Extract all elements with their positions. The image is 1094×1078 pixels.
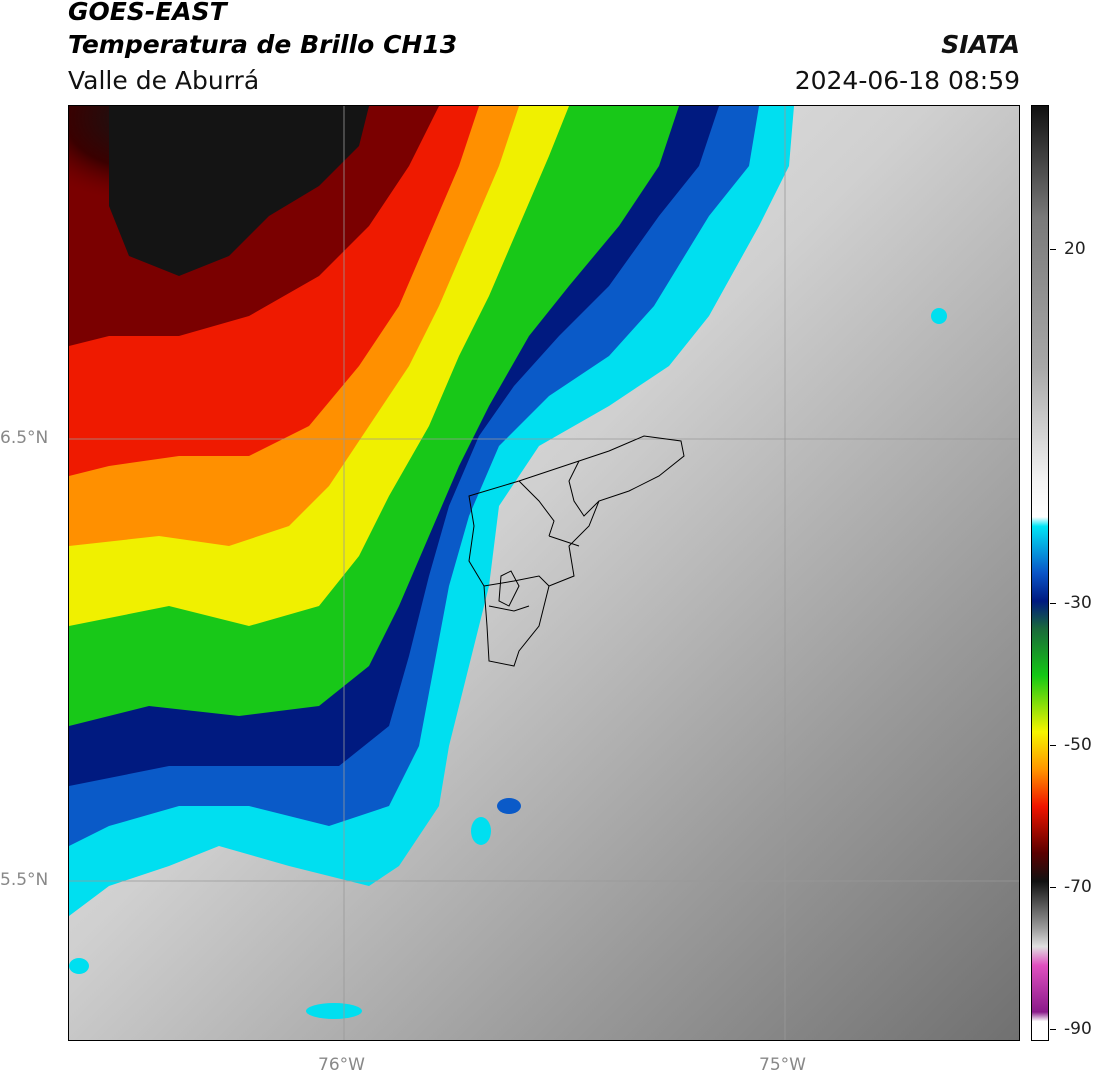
cold-cell <box>306 1003 362 1019</box>
municipal-boundaries <box>468 435 685 667</box>
cb-label-minus70: -70 <box>1064 877 1092 897</box>
cb-label-minus90: -90 <box>1064 1019 1092 1039</box>
cb-tick-minus90 <box>1050 1029 1056 1030</box>
region-subtitle: Valle de Aburrá <box>68 66 260 95</box>
cold-cell <box>471 817 491 845</box>
cb-tick-20 <box>1050 249 1056 250</box>
timestamp-label: 2024-06-18 08:59 <box>794 66 1020 95</box>
brand-label: SIATA <box>941 30 1020 59</box>
cold-cell <box>931 308 947 324</box>
cloud-black-core <box>109 106 369 276</box>
colorbar <box>1031 105 1049 1041</box>
product-title: Temperatura de Brillo CH13 <box>68 30 458 59</box>
satellite-title: GOES-EAST <box>68 0 227 26</box>
map-canvas <box>69 106 1019 1040</box>
cb-tick-minus50 <box>1050 745 1056 746</box>
cb-label-minus50: -50 <box>1064 735 1092 755</box>
cold-cell <box>497 798 521 814</box>
satellite-map[interactable] <box>68 105 1020 1041</box>
cb-label-minus30: -30 <box>1064 593 1092 613</box>
lat-label-5.5: 5.5°N <box>0 870 49 890</box>
lon-label-76: 76°W <box>318 1055 365 1075</box>
cb-tick-minus30 <box>1050 603 1056 604</box>
cb-label-20: 20 <box>1064 239 1086 259</box>
cb-tick-minus70 <box>1050 887 1056 888</box>
cold-cell <box>69 958 89 974</box>
lon-label-75: 75°W <box>759 1055 806 1075</box>
lat-label-6.5: 6.5°N <box>0 428 49 448</box>
